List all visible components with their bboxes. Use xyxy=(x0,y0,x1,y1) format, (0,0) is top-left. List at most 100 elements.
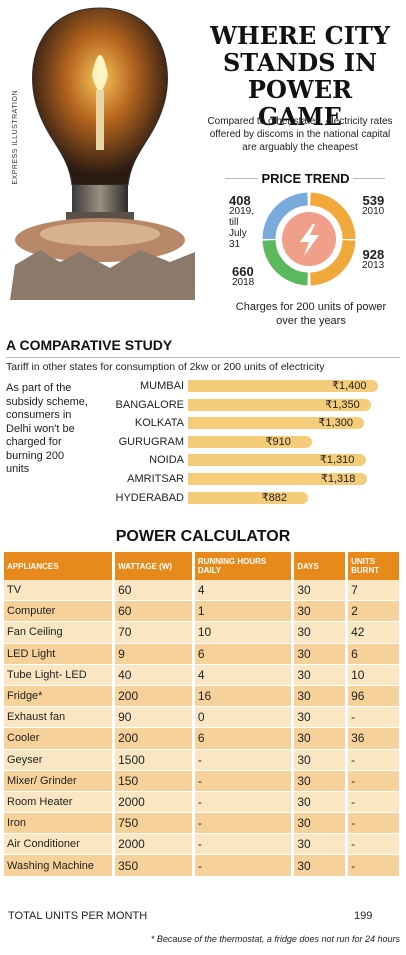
table-cell: 200 xyxy=(113,685,195,708)
table-cell: LED Light xyxy=(4,643,116,665)
page-subtitle: Compared to other states, electricity ra… xyxy=(207,116,393,153)
table-cell: TV xyxy=(4,580,116,602)
table-cell: 90 xyxy=(113,706,195,729)
donut-segment xyxy=(262,239,309,286)
bar xyxy=(188,417,365,430)
header-wattage: WATTAGE (W) xyxy=(113,552,195,580)
bar-row: BANGALORE ₹1,350 xyxy=(90,397,400,413)
price-trend-donut xyxy=(262,192,356,286)
table-cell: 42 xyxy=(346,621,402,644)
table-row: Geyser 1500-30- xyxy=(4,749,402,771)
price-label-2013: 928 2013 xyxy=(362,247,385,271)
bar xyxy=(188,454,366,467)
lightning-icon xyxy=(300,224,319,256)
bar-value-label: ₹882 xyxy=(261,491,288,504)
header-days: DAYS xyxy=(292,552,349,580)
comparative-subtitle: Tariff in other states for consumption o… xyxy=(6,357,400,373)
table-row: Fan Ceiling 70 10 30 42 xyxy=(4,621,402,644)
donut-segment xyxy=(309,192,356,240)
bar-category-label: MUMBAI xyxy=(140,380,184,392)
table-cell: - xyxy=(193,812,295,835)
table-cell: 200 xyxy=(113,727,195,750)
table-cell: 750 xyxy=(113,812,195,835)
table-row: Fridge* 200 16 30 96 xyxy=(4,685,402,708)
title-line: WHERE CITY xyxy=(210,21,390,50)
total-units-row: TOTAL UNITS PER MONTH 199 xyxy=(8,910,398,922)
table-cell: 16 xyxy=(193,685,295,708)
table-cell: 7 xyxy=(346,580,402,602)
table-row: Air Conditioner 2000-30- xyxy=(4,833,402,856)
title-line: STANDS IN xyxy=(222,48,378,77)
price-trend-title: PRICE TREND xyxy=(258,171,353,186)
table-cell: 30 xyxy=(292,580,349,602)
table-cell: 2000 xyxy=(113,791,195,814)
table-cell: Air Conditioner xyxy=(4,833,116,856)
table-cell: - xyxy=(346,706,402,729)
table-cell: 150 xyxy=(113,770,195,792)
bar xyxy=(188,398,372,411)
bar xyxy=(188,491,308,504)
table-cell: 30 xyxy=(292,854,349,877)
bar-row: HYDERABAD ₹882 xyxy=(90,490,400,506)
bar-value-label: ₹1,310 xyxy=(319,454,355,467)
table-cell: Fan Ceiling xyxy=(4,621,116,644)
table-row: LED Light 9 6 30 6 xyxy=(4,643,402,665)
total-value: 199 xyxy=(354,910,373,922)
table-cell: 30 xyxy=(292,621,349,644)
table-cell: 30 xyxy=(292,749,349,771)
header-running-hours: RUNNING HOURS DAILY xyxy=(193,552,295,580)
table-cell: 6 xyxy=(193,727,295,750)
table-cell: 30 xyxy=(292,727,349,750)
table-cell: 6 xyxy=(346,643,402,665)
delhi-subsidy-note: As part of the subsidy scheme, consumers… xyxy=(6,382,88,475)
table-cell: 30 xyxy=(292,600,349,623)
table-cell: 4 xyxy=(193,580,295,602)
table-cell: Iron xyxy=(4,812,116,835)
bar-value-label: ₹1,350 xyxy=(325,398,360,411)
comparative-title: A COMPARATIVE STUDY xyxy=(6,337,173,353)
table-cell: Fridge* xyxy=(4,685,116,708)
table-cell: 30 xyxy=(292,812,349,835)
table-cell: - xyxy=(193,833,295,856)
table-row: Room Heater 2000-30- xyxy=(4,791,402,814)
table-cell: 1 xyxy=(193,600,295,623)
bar-category-label: BANGALORE xyxy=(115,398,184,411)
bar-row: AMRITSAR ₹1,318 xyxy=(90,471,400,487)
table-cell: 60 xyxy=(113,600,195,623)
price-trend-caption: Charges for 200 units of power over the … xyxy=(235,301,387,327)
bar xyxy=(188,380,378,392)
table-cell: 30 xyxy=(292,664,349,686)
table-cell: 60 xyxy=(113,580,195,602)
table-cell: - xyxy=(346,749,402,771)
table-cell: 0 xyxy=(193,706,295,729)
table-cell: 350 xyxy=(113,854,195,877)
table-cell: - xyxy=(346,812,402,835)
table-cell: 6 xyxy=(193,643,295,665)
table-cell: 1500 xyxy=(113,749,195,771)
table-cell: 10 xyxy=(346,664,402,686)
table-cell: 36 xyxy=(346,727,402,750)
table-cell: 9 xyxy=(113,643,195,665)
table-cell: Tube Light- LED xyxy=(4,664,116,686)
bar-row: MUMBAI ₹1,400 xyxy=(90,378,400,394)
table-cell: 30 xyxy=(292,685,349,708)
bar-row: NOIDA ₹1,310 xyxy=(90,452,400,468)
table-cell: - xyxy=(193,791,295,814)
bar-value-label: ₹910 xyxy=(265,435,291,448)
price-label-2010: 539 2010 xyxy=(362,193,385,217)
table-cell: - xyxy=(346,833,402,856)
calculator-title: POWER CALCULATOR xyxy=(115,528,291,545)
page-title: WHERE CITY STANDS IN POWER GAME xyxy=(205,22,395,130)
table-cell: Mixer/ Grinder xyxy=(4,770,116,792)
table-row: Computer 60 1 30 2 xyxy=(4,600,402,623)
table-cell: - xyxy=(193,770,295,792)
bar-row: GURUGRAM ₹910 xyxy=(90,434,400,450)
table-cell: 4 xyxy=(193,664,295,686)
table-row: Iron 750-30- xyxy=(4,812,402,835)
table-cell: 30 xyxy=(292,791,349,814)
bar-value-label: ₹1,318 xyxy=(320,473,356,485)
table-cell: - xyxy=(193,854,295,877)
table-cell: 30 xyxy=(292,770,349,792)
illustration-credit: EXPRESS ILLUSTRATION xyxy=(12,90,19,185)
table-cell: Geyser xyxy=(4,749,116,771)
